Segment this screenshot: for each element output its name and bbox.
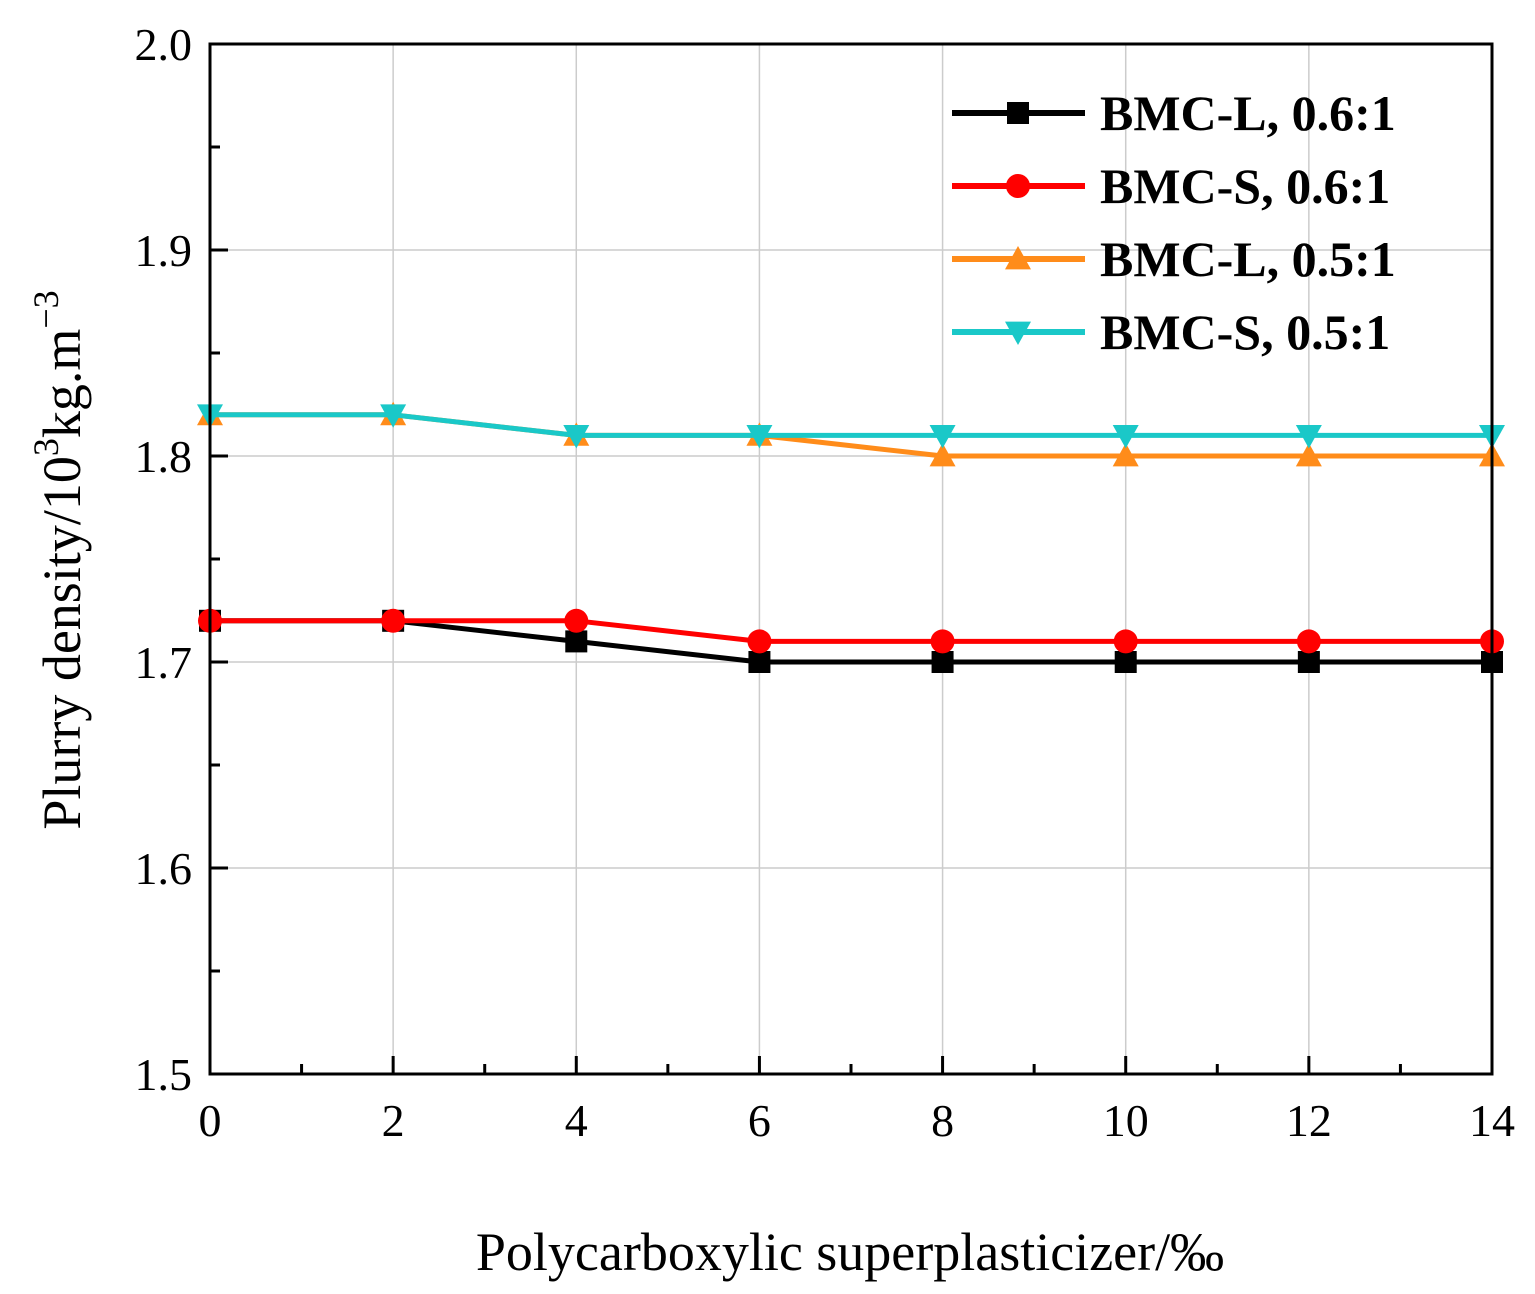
x-tick-label: 6: [748, 1095, 771, 1146]
y-tick-label: 1.5: [135, 1049, 193, 1100]
data-point: [563, 425, 590, 449]
legend-item-3: BMC-L, 0.5:1: [952, 231, 1396, 287]
x-tick-label: 8: [931, 1095, 954, 1146]
x-tick-label: 2: [382, 1095, 405, 1146]
data-point: [929, 443, 956, 467]
data-point: [1112, 443, 1139, 467]
series-2: [198, 608, 1504, 654]
data-point: [1295, 443, 1322, 467]
series-group: [197, 401, 1505, 673]
legend-item-2: BMC-S, 0.6:1: [952, 158, 1390, 214]
data-point: [931, 651, 954, 673]
legend-label: BMC-S, 0.6:1: [1100, 158, 1390, 214]
data-point: [1295, 425, 1322, 449]
data-point: [929, 425, 956, 449]
data-point: [746, 425, 773, 449]
legend-marker: [1006, 174, 1030, 198]
y-axis-title-sup2: −3: [26, 290, 66, 328]
y-tick-label: 1.8: [135, 431, 193, 482]
legend-marker: [1005, 321, 1031, 345]
series-line: [210, 412, 1492, 438]
data-point: [380, 404, 407, 428]
series-line: [210, 618, 1492, 665]
legend-item-4: BMC-S, 0.5:1: [952, 304, 1390, 360]
data-point: [565, 630, 588, 653]
legend-label: BMC-S, 0.5:1: [1100, 304, 1390, 360]
x-axis-title: Polycarboxylic superplasticizer/‰: [476, 1222, 1224, 1282]
x-tick-label: 14: [1469, 1095, 1515, 1146]
y-axis-title: Plurry density/103kg.m−3: [26, 290, 92, 829]
data-point: [564, 608, 589, 633]
data-point: [1297, 651, 1320, 673]
legend-item-1: BMC-L, 0.6:1: [952, 85, 1396, 141]
y-tick-label: 2.0: [135, 19, 193, 70]
legend-marker: [1005, 246, 1031, 270]
data-point: [1112, 425, 1139, 449]
data-point: [1113, 629, 1138, 654]
x-tick-label: 12: [1286, 1095, 1332, 1146]
x-tick-label: 4: [565, 1095, 588, 1146]
legend: BMC-L, 0.6:1 BMC-S, 0.6:1 BMC-L, 0.5:1 BMC-…: [952, 85, 1396, 360]
data-point: [1296, 629, 1321, 654]
x-tick-label: 10: [1103, 1095, 1149, 1146]
series-line: [210, 618, 1492, 644]
legend-marker: [1007, 102, 1029, 124]
y-tick-label: 1.9: [135, 225, 193, 276]
tick-labels: 0 2 4 6 8 10 12 14 1.5 1.6 1.7 1.8 1.9 2.0: [135, 19, 1516, 1146]
x-tick-label: 0: [199, 1095, 222, 1146]
y-axis-title-main: Plurry density/10: [32, 456, 92, 830]
legend-label: BMC-L, 0.6:1: [1100, 85, 1396, 141]
data-point: [747, 629, 772, 654]
data-point: [930, 629, 955, 654]
y-axis-title-sup1: 3: [26, 438, 66, 456]
y-tick-label: 1.7: [135, 637, 193, 688]
y-axis-title-mid: kg.m: [32, 329, 92, 439]
data-point: [748, 651, 771, 673]
y-tick-label: 1.6: [135, 843, 193, 894]
data-point: [1114, 651, 1137, 673]
data-point: [381, 608, 406, 633]
plot-frame: [208, 42, 1494, 1076]
legend-label: BMC-L, 0.5:1: [1100, 231, 1396, 287]
